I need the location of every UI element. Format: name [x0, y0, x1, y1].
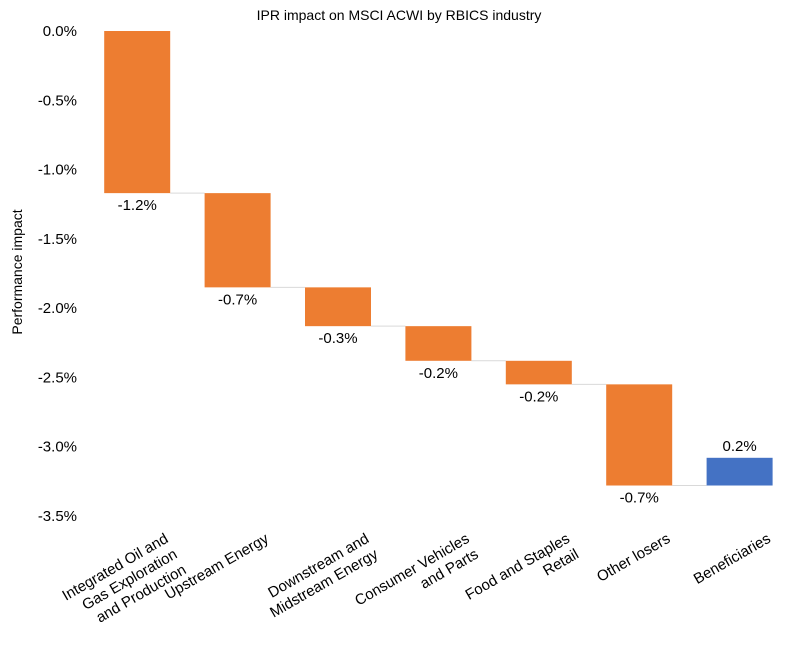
bar	[706, 457, 773, 486]
y-tick-label: -0.5%	[38, 92, 77, 109]
y-tick-label: -3.0%	[38, 439, 77, 456]
y-tick-label: -2.0%	[38, 300, 77, 317]
data-labels: -1.2% -0.7% -0.3% -0.2% -0.2% -0.7% 0.2%	[118, 197, 757, 506]
data-label: -0.3%	[318, 330, 357, 347]
y-tick-label: 0.0%	[43, 23, 77, 40]
data-label: -0.7%	[620, 490, 659, 507]
data-label: -1.2%	[118, 197, 157, 214]
bar	[405, 326, 472, 361]
bar	[505, 360, 572, 385]
category-label: Food and StaplesRetail	[462, 530, 581, 619]
bar	[606, 384, 673, 486]
bars	[104, 31, 773, 486]
category-label-line: Beneficiaries	[691, 530, 774, 588]
y-tick-label: -1.0%	[38, 162, 77, 179]
category-label: Other losers	[594, 530, 673, 586]
category-label-line: Other losers	[594, 530, 673, 586]
y-tick-label: -2.5%	[38, 369, 77, 386]
y-axis-ticks: 0.0% -0.5% -1.0% -1.5% -2.0% -2.5% -3.0% -3.5%	[38, 23, 77, 525]
data-label: -0.2%	[519, 388, 558, 405]
y-axis-label: Performance impact	[9, 209, 25, 334]
category-label-text: Integrated Oil andGas Explorationand Pro…	[59, 530, 189, 636]
data-label: 0.2%	[722, 438, 756, 455]
category-label-text: Food and StaplesRetail	[462, 530, 581, 619]
y-tick-label: -3.5%	[38, 508, 77, 525]
category-label-text: Beneficiaries	[691, 530, 774, 588]
y-tick-label: -1.5%	[38, 231, 77, 248]
category-label: Integrated Oil andGas Explorationand Pro…	[59, 530, 189, 636]
category-label-text: Other losers	[594, 530, 673, 586]
bar	[204, 193, 271, 288]
category-labels: Integrated Oil andGas Explorationand Pro…	[59, 530, 774, 636]
connector-lines	[170, 192, 707, 487]
chart-title: IPR impact on MSCI ACWI by RBICS industr…	[257, 7, 542, 23]
bar	[104, 31, 171, 194]
bar	[305, 287, 371, 327]
data-label: -0.7%	[218, 291, 257, 308]
category-label: Beneficiaries	[691, 530, 774, 588]
data-label: -0.2%	[419, 365, 458, 382]
